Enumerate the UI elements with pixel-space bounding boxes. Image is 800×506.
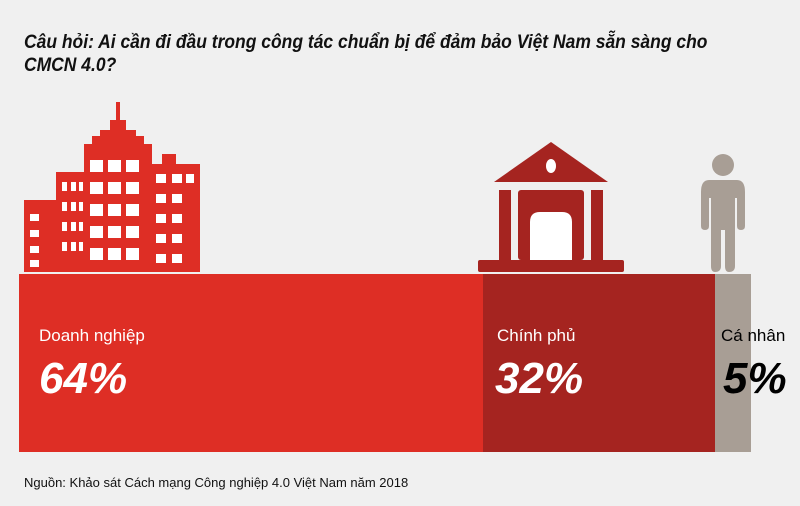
value-label: 5% bbox=[723, 354, 787, 403]
category-label: Doanh nghiệp bbox=[39, 326, 145, 345]
person-icon bbox=[701, 154, 745, 272]
chart-title: Câu hỏi: Ai cần đi đầu trong công tác ch… bbox=[24, 32, 708, 76]
category-label: Cá nhân bbox=[721, 326, 786, 345]
government-building-icon bbox=[478, 142, 624, 272]
value-label: 64% bbox=[39, 354, 128, 403]
city-buildings-icon bbox=[24, 102, 200, 272]
value-label: 32% bbox=[495, 354, 584, 403]
proportional-bar: Doanh nghiệp 64% Chính phủ 32% Cá nhân 5% bbox=[19, 274, 787, 452]
bar-segment-0: Doanh nghiệp 64% bbox=[19, 274, 483, 452]
source-note: Nguồn: Khảo sát Cách mạng Công nghiệp 4.… bbox=[24, 475, 409, 490]
category-label: Chính phủ bbox=[497, 326, 576, 345]
bar-segment-1: Chính phủ 32% bbox=[483, 274, 715, 452]
bar-segment-2: Cá nhân 5% bbox=[715, 274, 787, 452]
